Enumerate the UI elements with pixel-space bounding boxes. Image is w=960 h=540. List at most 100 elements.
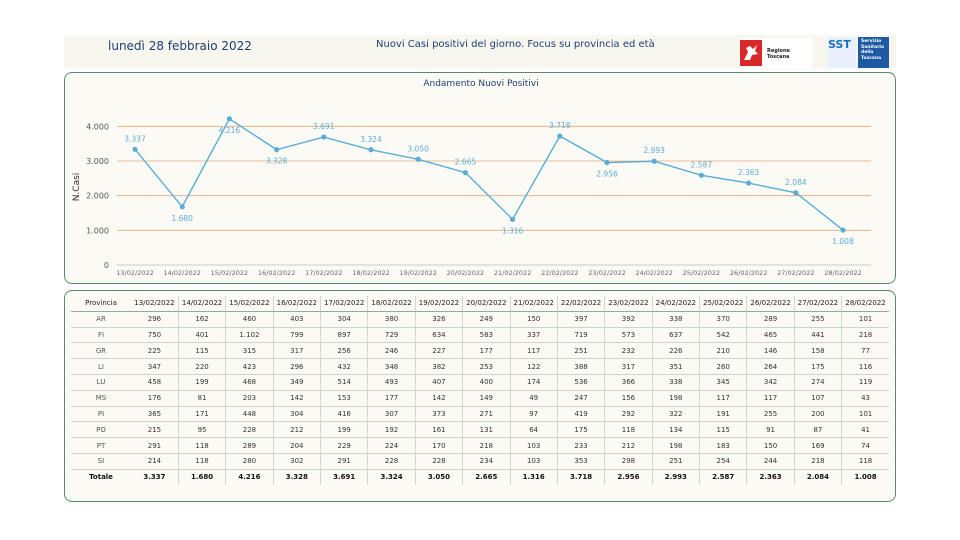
value-cell: 228 <box>415 453 464 470</box>
value-cell: 338 <box>652 311 701 328</box>
value-cell: 388 <box>557 358 606 375</box>
province-cell: FI <box>71 327 131 344</box>
value-cell: 322 <box>652 406 701 423</box>
data-label: 3.718 <box>549 121 571 130</box>
column-header-date: 13/02/2022 <box>131 296 179 312</box>
value-cell: 101 <box>841 311 889 328</box>
value-cell: 199 <box>320 421 369 439</box>
value-cell: 366 <box>604 374 653 391</box>
value-cell: 162 <box>178 311 227 328</box>
x-tick-label: 22/02/2022 <box>541 269 578 277</box>
value-cell: 97 <box>510 406 558 423</box>
province-cell: SI <box>71 453 131 470</box>
value-cell: 174 <box>510 374 558 391</box>
value-cell: 255 <box>794 311 843 328</box>
value-cell: 142 <box>415 390 464 407</box>
value-cell: 176 <box>131 390 179 407</box>
value-cell: 49 <box>510 390 558 407</box>
value-cell: 448 <box>225 406 274 423</box>
value-cell: 161 <box>415 421 464 439</box>
data-label: 3.337 <box>124 134 146 143</box>
value-cell: 218 <box>841 327 889 344</box>
table-row: GR 225 115 315 317 256 246 227 177 117 251 232 226 21… <box>71 342 889 360</box>
data-label: 4.216 <box>219 126 241 135</box>
value-cell: 232 <box>604 342 653 360</box>
value-cell: 117 <box>699 390 748 407</box>
series-line <box>134 117 844 231</box>
value-cell: 3.050 <box>415 469 464 485</box>
value-cell: 468 <box>225 374 274 391</box>
value-cell: 116 <box>841 358 889 375</box>
sst-text-line: Toscana <box>861 55 882 61</box>
table-row: FI 750 401 1.102 799 897 729 634 583 337 719 573 637… <box>71 327 889 344</box>
data-label: 1.008 <box>832 237 854 246</box>
x-tick-label: 25/02/2022 <box>683 269 720 277</box>
value-cell: 351 <box>652 358 701 375</box>
value-cell: 365 <box>131 406 179 423</box>
value-cell: 460 <box>225 311 274 328</box>
data-point <box>557 133 563 139</box>
sst-text-line: Sanitario <box>861 44 885 50</box>
x-tick-label: 20/02/2022 <box>447 269 484 277</box>
line-chart: 0 1.000 2.000 3.000 4.000 N.Casi 13/02/2022 14/… <box>72 116 871 277</box>
data-point <box>746 180 752 186</box>
value-cell: 199 <box>178 374 227 391</box>
value-cell: 64 <box>510 421 558 439</box>
province-table: Provincia 13/02/2022 14/02/2022 15/02/2022 1… <box>71 296 889 485</box>
value-cell: 115 <box>699 421 748 439</box>
data-point <box>793 190 799 196</box>
value-cell: 345 <box>699 374 748 391</box>
column-header-date: 23/02/2022 <box>604 296 653 312</box>
column-header-date: 27/02/2022 <box>794 296 843 312</box>
value-cell: 493 <box>367 374 416 391</box>
value-cell: 291 <box>320 453 369 470</box>
value-cell: 177 <box>367 390 416 407</box>
value-cell: 1.008 <box>854 473 877 482</box>
province-cell: LU <box>71 374 131 391</box>
table-row: AR 296 162 460 403 304 380 326 249 150 397 392 338 37… <box>71 311 889 328</box>
value-cell: 729 <box>367 327 416 344</box>
value-cell: 271 <box>462 406 511 423</box>
value-cell: 465 <box>746 327 795 344</box>
value-cell: 514 <box>320 374 369 391</box>
sst-text-line: della <box>861 50 874 55</box>
value-cell: 637 <box>652 327 701 344</box>
column-header-date: 21/02/2022 <box>510 296 558 312</box>
value-cell: 1.680 <box>178 469 227 485</box>
sst-mark-text: SST <box>828 38 851 51</box>
value-cell: 107 <box>794 390 843 407</box>
value-cell: 103 <box>510 453 558 470</box>
value-cell: 204 <box>273 437 322 454</box>
value-cell: 175 <box>557 421 606 439</box>
value-cell: 175 <box>794 358 843 375</box>
value-cell: 380 <box>367 311 416 328</box>
value-cell: 74 <box>841 437 889 454</box>
value-cell: 416 <box>320 406 369 423</box>
value-cell: 1.102 <box>225 327 274 344</box>
value-cell: 634 <box>415 327 464 344</box>
value-cell: 342 <box>746 374 795 391</box>
value-cell: 153 <box>320 390 369 407</box>
value-cell: 458 <box>131 374 179 391</box>
x-tick-label: 23/02/2022 <box>588 269 625 277</box>
value-cell: 156 <box>604 390 653 407</box>
value-cell: 254 <box>699 453 748 470</box>
y-tick-label: 4.000 <box>86 122 109 131</box>
value-cell: 392 <box>604 311 653 328</box>
value-cell: 218 <box>794 453 843 470</box>
chart-title: Andamento Nuovi Positivi <box>423 79 539 89</box>
y-tick-label: 2.000 <box>86 192 109 201</box>
column-header-date: 22/02/2022 <box>557 296 606 312</box>
data-point <box>510 216 516 222</box>
y-tick-label: 1.000 <box>86 226 109 235</box>
x-tick-label: 15/02/2022 <box>211 269 248 277</box>
value-cell: 256 <box>320 342 369 360</box>
report-date: lunedì 28 febbraio 2022 <box>108 39 252 53</box>
table-row: LU 458 199 468 349 514 493 407 400 174 536 366 338 34… <box>71 374 889 391</box>
data-label: 2.363 <box>738 168 760 177</box>
x-tick-label: 28/02/2022 <box>824 269 861 277</box>
value-cell: 198 <box>652 390 701 407</box>
value-cell: 423 <box>225 358 274 375</box>
value-cell: 4.216 <box>225 469 274 485</box>
value-cell: 353 <box>557 453 606 470</box>
